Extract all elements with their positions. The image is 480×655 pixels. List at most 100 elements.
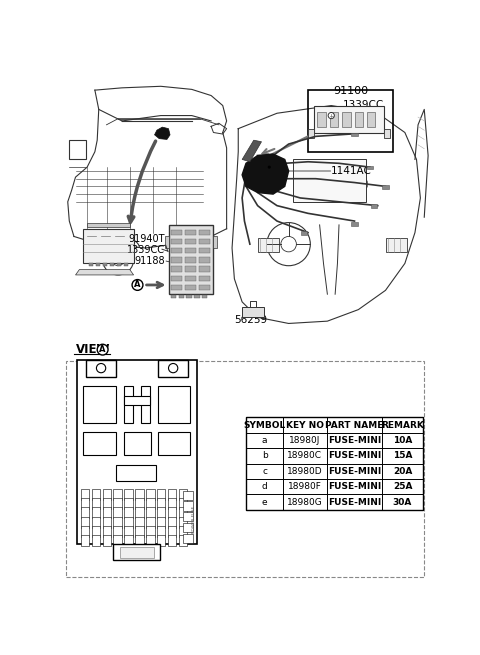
Bar (292, 159, 366, 202)
Text: 91100: 91100 (333, 86, 368, 96)
Text: 1141AC: 1141AC (331, 166, 372, 176)
Polygon shape (75, 270, 133, 275)
Bar (135, 508, 144, 518)
Bar (113, 508, 122, 518)
Text: PART NAME: PART NAME (325, 421, 384, 430)
Text: 18980F: 18980F (288, 482, 322, 491)
Bar (135, 498, 144, 509)
Bar (179, 295, 184, 298)
Bar (124, 508, 133, 518)
Polygon shape (242, 140, 262, 162)
Bar (185, 276, 196, 281)
Text: A: A (99, 345, 106, 354)
Bar (183, 501, 192, 510)
Bar (135, 526, 144, 536)
Text: c: c (262, 467, 267, 476)
Bar (135, 489, 144, 500)
Bar (157, 517, 166, 527)
Text: FUSE-MINI: FUSE-MINI (328, 482, 381, 491)
Bar (135, 535, 144, 546)
Bar (171, 285, 181, 290)
Bar (81, 498, 89, 509)
Bar (384, 128, 390, 138)
Bar (194, 295, 200, 298)
Text: 18980G: 18980G (287, 498, 323, 506)
Bar (158, 360, 188, 377)
Bar (141, 386, 150, 422)
Bar (96, 263, 100, 266)
Bar (179, 508, 187, 518)
Bar (179, 517, 187, 527)
Bar (179, 498, 187, 509)
Bar (66, 361, 424, 577)
Bar (81, 517, 89, 527)
Bar (171, 257, 181, 263)
Text: 25A: 25A (393, 482, 412, 491)
Bar (124, 263, 128, 266)
Text: d: d (262, 482, 267, 491)
Bar (168, 517, 176, 527)
Bar (199, 257, 210, 263)
Bar (301, 231, 307, 235)
Bar (113, 535, 122, 546)
Bar (330, 112, 338, 127)
Text: b: b (262, 451, 267, 460)
Bar (157, 386, 190, 422)
Bar (168, 535, 176, 546)
Bar (123, 432, 151, 455)
Bar (116, 465, 156, 481)
Bar (124, 489, 133, 500)
Bar (351, 132, 358, 136)
Circle shape (132, 280, 143, 290)
Bar (171, 239, 181, 244)
Bar (308, 128, 314, 138)
Bar (103, 263, 107, 266)
Polygon shape (155, 127, 170, 140)
Bar (77, 360, 197, 544)
Circle shape (168, 364, 178, 373)
Text: 1339CC: 1339CC (343, 100, 384, 110)
Bar (351, 222, 358, 226)
Bar (124, 535, 133, 546)
Bar (179, 535, 187, 546)
Bar (113, 544, 160, 560)
Bar (103, 498, 111, 509)
Bar (81, 489, 89, 500)
Bar (355, 112, 363, 127)
Text: a: a (262, 436, 267, 445)
Bar (168, 498, 176, 509)
Text: SYMBOL: SYMBOL (243, 421, 286, 430)
Bar (157, 498, 166, 509)
Circle shape (328, 113, 335, 119)
Bar (157, 535, 166, 546)
Bar (113, 498, 122, 509)
Bar (202, 295, 207, 298)
Bar (124, 526, 133, 536)
Bar (83, 386, 116, 422)
Bar (168, 508, 176, 518)
Bar (342, 112, 350, 127)
Bar (113, 517, 122, 527)
Bar (83, 229, 133, 263)
Bar (146, 508, 155, 518)
Bar (81, 508, 89, 518)
Bar (367, 112, 375, 127)
Bar (367, 166, 373, 170)
Bar (89, 263, 93, 266)
Bar (308, 90, 393, 152)
Bar (117, 263, 121, 266)
Bar (92, 526, 100, 536)
Bar (113, 489, 122, 500)
Bar (124, 498, 133, 509)
Bar (199, 267, 210, 272)
Bar (168, 225, 214, 294)
Bar (199, 248, 210, 253)
Bar (92, 489, 100, 500)
Bar (383, 185, 389, 189)
Bar (103, 508, 111, 518)
Bar (185, 285, 196, 290)
Bar (183, 534, 192, 543)
Bar (185, 267, 196, 272)
Bar (185, 248, 196, 253)
Text: 30A: 30A (393, 498, 412, 506)
